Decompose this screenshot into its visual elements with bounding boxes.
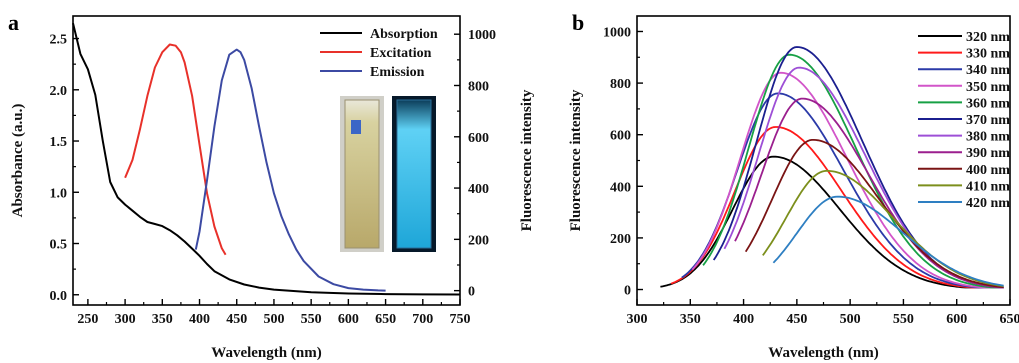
plot-frame-a <box>72 15 461 306</box>
x-tick-label-a: 350 <box>152 312 173 327</box>
y-tick-label-a: 1.5 <box>50 135 68 150</box>
y-tick-label-a: 1.0 <box>50 186 68 201</box>
legend-label-320-nm: 320 nm <box>966 30 1010 45</box>
y2-tick-label-a: 1000 <box>468 28 496 43</box>
panel-letter-a: a <box>8 10 19 35</box>
x-tick-label-b: 300 <box>627 312 648 327</box>
series-line-emission <box>194 48 386 292</box>
x-axis-title-a: Wavelength (nm) <box>211 345 321 361</box>
plot-frame-b <box>636 15 1011 306</box>
y-tick-label-a: 0.5 <box>50 238 68 253</box>
x-tick-label-a: 500 <box>263 312 284 327</box>
legend-label-390-nm: 390 nm <box>966 146 1010 161</box>
axes-a: 250 300 350 400 450 500 550 600 650 700 750 0.0 0.5 1… <box>50 15 496 327</box>
y2-tick-label-a: 800 <box>468 79 489 94</box>
series-line-400-nm <box>744 139 1004 289</box>
y-tick-label-b: 0 <box>624 284 631 299</box>
x-tick-label-b: 500 <box>840 312 861 327</box>
x-tick-label-a: 650 <box>375 312 396 327</box>
legend-label-emission: Emission <box>370 65 425 80</box>
series-line-330-nm <box>670 126 1004 289</box>
plot-area-a <box>72 22 461 296</box>
y2-tick-label-a: 600 <box>468 131 489 146</box>
x-tick-label-b: 650 <box>1000 312 1019 327</box>
legend-label-excitation: Excitation <box>370 46 432 61</box>
x-tick-label-a: 250 <box>77 312 98 327</box>
legend-label-absorption: Absorption <box>370 27 438 42</box>
y-tick-label-b: 600 <box>610 129 631 144</box>
y-tick-label-a: 2.5 <box>50 33 68 48</box>
x-tick-label-a: 600 <box>338 312 359 327</box>
chart-panel-a: 250 300 350 400 450 500 550 600 650 700 750 0.0 0.5 1… <box>10 15 535 361</box>
series-line-320-nm <box>660 155 1004 289</box>
y-tick-label-b: 1000 <box>603 25 631 40</box>
legend-label-420-nm: 420 nm <box>966 196 1010 211</box>
y-tick-label-a: 0.0 <box>50 289 68 304</box>
plot-area-b <box>660 46 1004 289</box>
x-tick-label-a: 400 <box>189 312 210 327</box>
x-tick-label-b: 450 <box>786 312 807 327</box>
series-line-390-nm <box>734 97 1004 289</box>
legend-label-340-nm: 340 nm <box>966 63 1010 78</box>
x-tick-label-a: 300 <box>115 312 136 327</box>
x-axis-title-b: Wavelength (nm) <box>768 345 878 361</box>
x-tick-label-b: 550 <box>893 312 914 327</box>
y-axis-title-a: Absorbance (a.u.) <box>10 104 26 218</box>
x-tick-label-b: 350 <box>680 312 701 327</box>
panel-letter-b: b <box>572 10 584 35</box>
y-tick-label-b: 800 <box>610 77 631 92</box>
legend-a: Absorption Excitation Emission <box>320 27 438 80</box>
cuvette-daylight <box>344 99 380 249</box>
y2-tick-label-a: 400 <box>468 182 489 197</box>
legend-label-410-nm: 410 nm <box>966 179 1010 194</box>
chart-panel-b: 300 350 400 450 500 550 600 650 0 200 400 600 800 100… <box>568 15 1019 361</box>
x-tick-label-a: 700 <box>412 312 433 327</box>
axes-b: 300 350 400 450 500 550 600 650 0 200 400 600 800 100… <box>603 15 1019 327</box>
x-tick-label-b: 400 <box>733 312 754 327</box>
series-line-420-nm <box>772 195 1004 287</box>
x-tick-label-a: 450 <box>226 312 247 327</box>
legend-label-400-nm: 400 nm <box>966 163 1010 178</box>
series-line-absorption <box>72 22 461 296</box>
legend-label-350-nm: 350 nm <box>966 80 1010 95</box>
legend-label-330-nm: 330 nm <box>966 47 1010 62</box>
y-tick-label-b: 400 <box>610 180 631 195</box>
y2-tick-label-a: 200 <box>468 233 489 248</box>
x-tick-label-a: 550 <box>301 312 322 327</box>
series-line-360-nm <box>702 53 1004 289</box>
cuvette-photo-inset <box>340 96 436 252</box>
cuvette-label-mark <box>351 120 361 134</box>
y-tick-label-a: 2.0 <box>50 84 68 99</box>
y-tick-label-b: 200 <box>610 232 631 247</box>
x-tick-label-a: 750 <box>450 312 471 327</box>
x-tick-label-b: 600 <box>946 312 967 327</box>
y2-tick-label-a: 0 <box>468 285 475 300</box>
legend-label-370-nm: 370 nm <box>966 113 1010 128</box>
series-line-410-nm <box>762 169 1004 288</box>
legend-label-380-nm: 380 nm <box>966 130 1010 145</box>
y-axis-title-b: Fluorescence intensity <box>568 89 584 231</box>
legend-label-360-nm: 360 nm <box>966 96 1010 111</box>
y2-axis-title-a: Fluorescence intensity <box>519 89 535 231</box>
series-line-excitation <box>124 43 227 256</box>
cuvette-uv <box>396 99 432 249</box>
